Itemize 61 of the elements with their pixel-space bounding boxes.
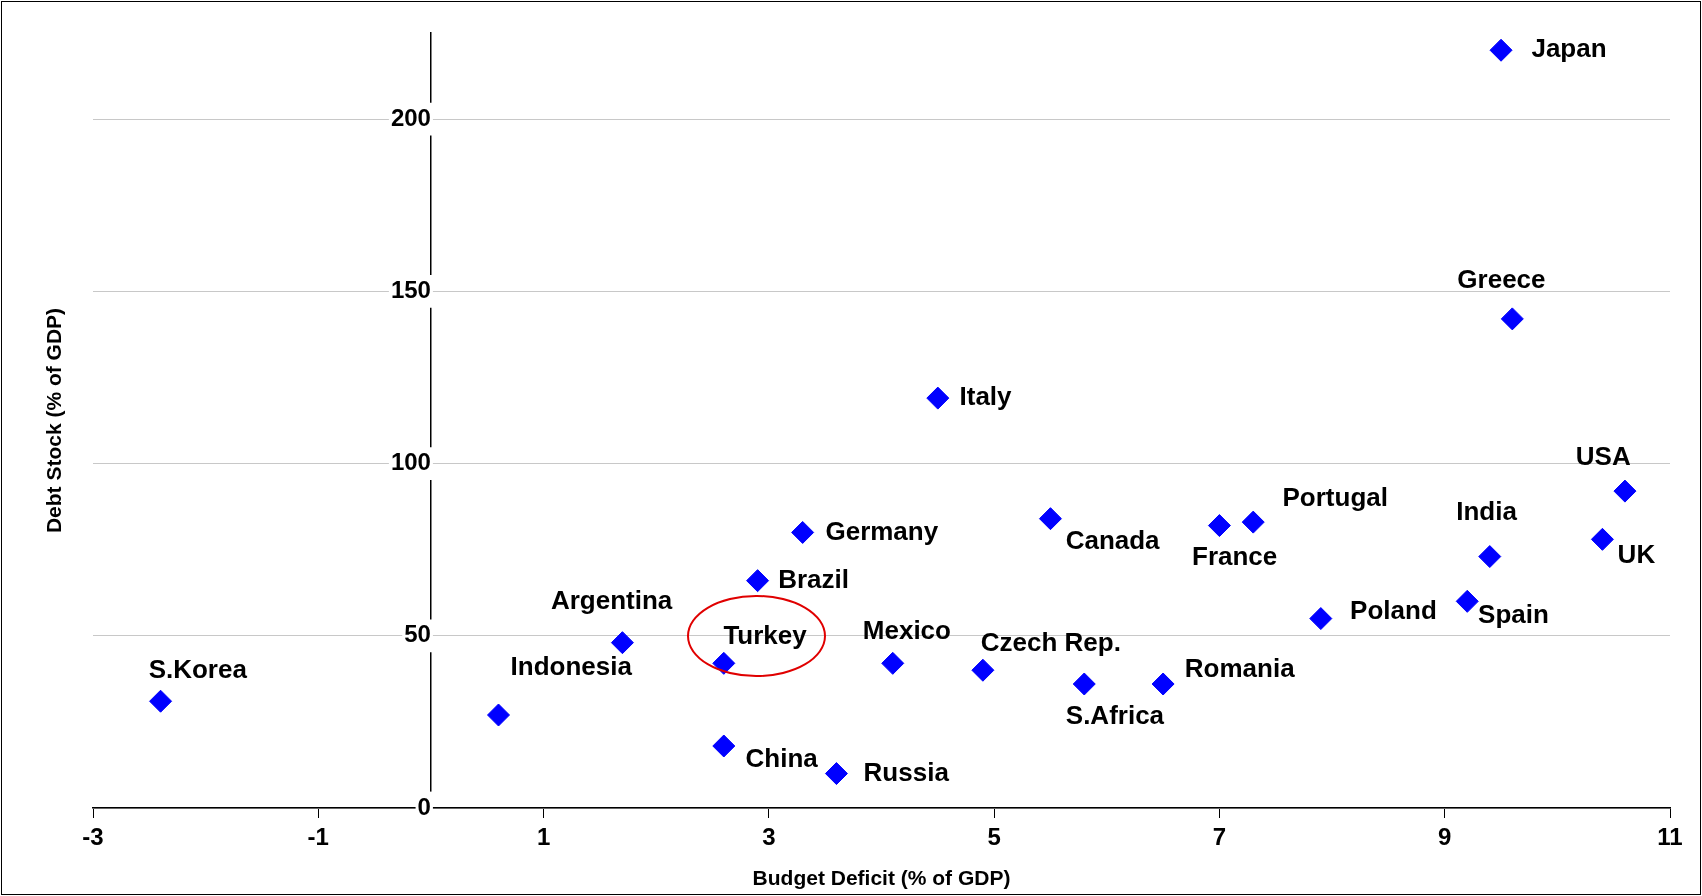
x-tick-label: 11	[1657, 823, 1683, 851]
annotation: Brazil	[778, 563, 850, 594]
x-tick-label: 1	[536, 823, 551, 851]
y-tick-label: 50	[404, 620, 431, 648]
point	[971, 658, 995, 682]
point	[1151, 672, 1175, 696]
point	[1038, 507, 1062, 531]
point	[1478, 545, 1502, 569]
point	[1489, 38, 1513, 62]
point	[881, 651, 905, 675]
annotation: Indonesia	[510, 651, 633, 682]
x-tick-label: -1	[307, 823, 329, 851]
annotation: India	[1456, 496, 1518, 527]
y-tick-label: 100	[390, 448, 431, 476]
annotation: Poland	[1350, 595, 1437, 626]
x-tick-label: 7	[1212, 823, 1227, 851]
annotation: Russia	[863, 756, 950, 787]
point	[610, 631, 634, 655]
annotation: Portugal	[1282, 482, 1388, 513]
annotation: Japan	[1531, 33, 1607, 64]
point	[1500, 307, 1524, 331]
point	[1613, 479, 1637, 503]
annotation: Canada	[1065, 524, 1161, 555]
point	[746, 569, 770, 593]
y-tick-label: 0	[417, 792, 431, 820]
x-tick-label: -3	[82, 823, 104, 851]
annotation: China	[745, 743, 819, 774]
x-tick-label: 5	[987, 823, 1001, 851]
point	[712, 734, 736, 758]
annotation: Spain	[1478, 598, 1549, 629]
point	[1072, 672, 1096, 696]
annotation: Germany	[825, 515, 939, 546]
annotation: Italy	[959, 381, 1013, 412]
point	[926, 386, 950, 410]
annotation: Argentina	[550, 584, 673, 615]
x-tick-label: 3	[762, 823, 776, 851]
y-tick-label: 200	[390, 103, 431, 131]
point	[1455, 589, 1479, 613]
annotation: UK	[1617, 538, 1656, 569]
point	[149, 689, 173, 713]
x-axis-title: Budget Deficit (% of GDP)	[752, 866, 1011, 890]
y-tick-label: 150	[390, 275, 431, 303]
annotation: Greece	[1457, 264, 1546, 295]
annotation: S.Africa	[1065, 699, 1165, 730]
point	[712, 651, 736, 675]
point	[1241, 510, 1265, 534]
annotation: France	[1191, 541, 1278, 572]
annotation: Czech Rep.	[980, 627, 1121, 658]
annotation: S.Korea	[148, 654, 248, 684]
point	[487, 703, 511, 727]
annotation: USA	[1575, 440, 1631, 471]
point	[1590, 527, 1614, 551]
annotation: Romania	[1184, 653, 1296, 684]
annotation: Turkey	[723, 620, 808, 651]
point	[791, 520, 815, 544]
point	[1207, 514, 1231, 538]
annotation: Mexico	[862, 615, 951, 646]
y-axis-title: Debt Stock (% of GDP)	[41, 307, 65, 534]
point	[1309, 607, 1333, 631]
point	[824, 762, 848, 786]
x-tick-label: 9	[1438, 823, 1452, 851]
